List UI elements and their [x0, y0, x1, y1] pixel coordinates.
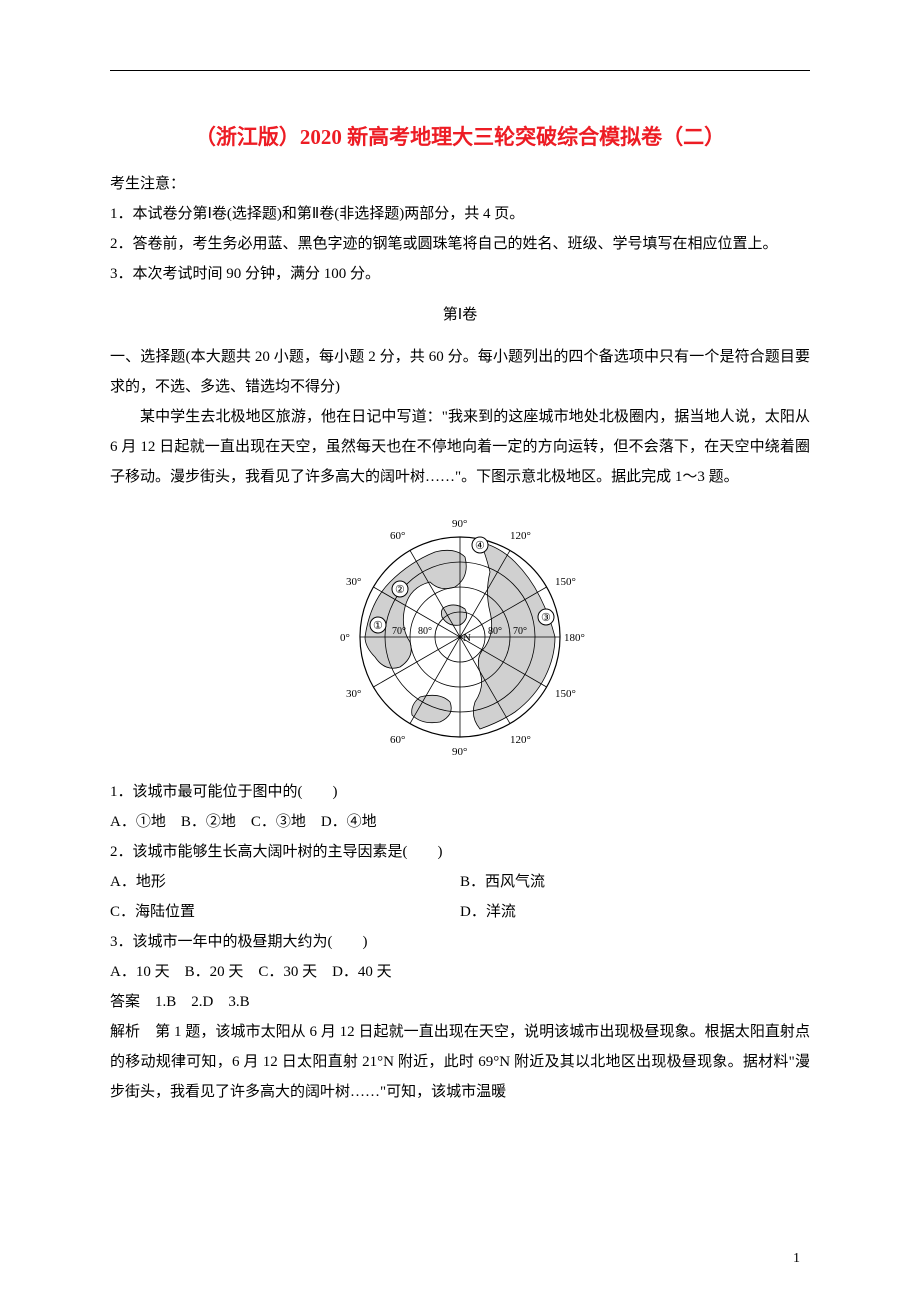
- q2-stem: 2．该城市能够生长高大阔叶树的主导因素是( ): [110, 837, 810, 867]
- marker-4: ④: [475, 540, 485, 552]
- explanation: 解析 第 1 题，该城市太阳从 6 月 12 日起就一直出现在天空，说明该城市出…: [110, 1017, 810, 1107]
- lat-70-right: 70°: [513, 626, 527, 637]
- lat-80-right: 80°: [488, 626, 502, 637]
- notice-heading: 考生注意：: [110, 169, 810, 199]
- q3-options: A．10 天 B．20 天 C．30 天 D．40 天: [110, 957, 810, 987]
- part-1-label: 第Ⅰ卷: [110, 303, 810, 324]
- q3-stem: 3．该城市一年中的极昼期大约为( ): [110, 927, 810, 957]
- exam-title: （浙江版）2020 新高考地理大三轮突破综合模拟卷（二）: [110, 121, 810, 151]
- marker-1: ①: [373, 620, 383, 632]
- map-center-n: N: [463, 632, 471, 644]
- lon-30-ll: 30°: [346, 688, 361, 700]
- answers: 答案 1.B 2.D 3.B: [110, 987, 810, 1017]
- top-divider: [110, 70, 810, 71]
- lon-90-top: 90°: [452, 518, 467, 530]
- section1-passage: 某中学生去北极地区旅游，他在日记中写道："我来到的这座城市地处北极圈内，据当地人…: [110, 402, 810, 492]
- q1-options: A．①地 B．②地 C．③地 D．④地: [110, 807, 810, 837]
- lon-30-ul: 30°: [346, 576, 361, 588]
- q1-stem: 1．该城市最可能位于图中的( ): [110, 777, 810, 807]
- page-number: 1: [793, 1251, 800, 1267]
- lon-180: 180°: [564, 632, 585, 644]
- polar-map-figure: N 70° 80° 80° 70° 0° 30° 60° 90° 120° 15…: [110, 502, 810, 767]
- notice-item-2: 2．答卷前，考生务必用蓝、黑色字迹的钢笔或圆珠笔将自己的姓名、班级、学号填写在相…: [110, 229, 810, 259]
- lat-80-left: 80°: [418, 626, 432, 637]
- marker-3: ③: [541, 612, 551, 624]
- q2-opt-d: D．洋流: [460, 897, 810, 927]
- q2-opt-a: A．地形: [110, 867, 460, 897]
- q2-opt-c: C．海陆位置: [110, 897, 460, 927]
- q2-opt-b: B．西风气流: [460, 867, 810, 897]
- lat-70-left: 70°: [392, 626, 406, 637]
- marker-2: ②: [395, 584, 405, 596]
- polar-map-svg: N 70° 80° 80° 70° 0° 30° 60° 90° 120° 15…: [320, 502, 600, 762]
- lon-120-ur: 120°: [510, 530, 531, 542]
- notice-item-3: 3．本次考试时间 90 分钟，满分 100 分。: [110, 259, 810, 289]
- lon-150-lr: 150°: [555, 688, 576, 700]
- lon-120-lr: 120°: [510, 734, 531, 746]
- lon-0: 0°: [340, 632, 350, 644]
- lon-150-ur: 150°: [555, 576, 576, 588]
- section1-heading: 一、选择题(本大题共 20 小题，每小题 2 分，共 60 分。每小题列出的四个…: [110, 342, 810, 402]
- lon-60-ll: 60°: [390, 734, 405, 746]
- lon-60-ul: 60°: [390, 530, 405, 542]
- lon-90-bot: 90°: [452, 746, 467, 758]
- notice-item-1: 1．本试卷分第Ⅰ卷(选择题)和第Ⅱ卷(非选择题)两部分，共 4 页。: [110, 199, 810, 229]
